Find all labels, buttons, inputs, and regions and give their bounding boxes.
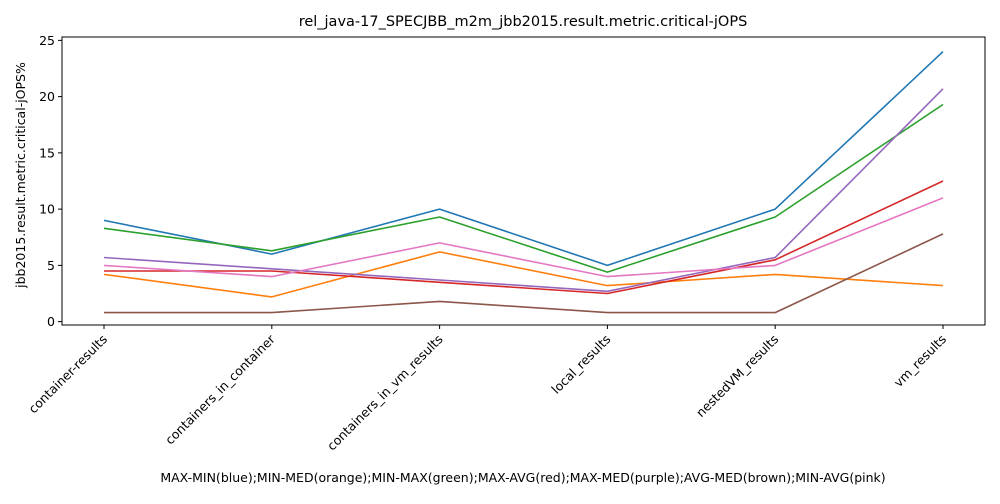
- x-tick-label: local_results: [548, 332, 613, 397]
- y-axis-label: jbb2015.result.metric.critical-jOPS%: [13, 62, 28, 289]
- series-line-0: [103, 51, 944, 267]
- x-axis-label: MAX-MIN(blue);MIN-MED(orange);MIN-MAX(gr…: [160, 470, 885, 485]
- series-line-3: [104, 180, 944, 295]
- y-ticks: 0 5 10 15 20 25: [39, 33, 62, 329]
- x-tick-label: nestedVM_results: [693, 332, 781, 420]
- x-ticks: container-results containers_in_container…: [25, 325, 949, 453]
- x-tick-label: containers_in_container: [162, 331, 278, 447]
- axes-frame: [61, 36, 986, 326]
- y-tick-label: 20: [39, 89, 55, 104]
- x-tick-label: containers_in_vm_results: [324, 332, 446, 454]
- y-tick-label: 10: [39, 202, 55, 217]
- chart-title: rel_java-17_SPECJBB_m2m_jbb2015.result.m…: [299, 14, 748, 30]
- series-layer: [103, 51, 944, 314]
- y-tick-label: 15: [39, 145, 55, 160]
- x-tick-label: container-results: [25, 332, 110, 417]
- y-tick-label: 0: [47, 314, 55, 329]
- series-line-6: [103, 197, 944, 278]
- plot-area-border: [61, 36, 986, 326]
- series-line-1: [103, 251, 944, 298]
- series-line-4: [103, 88, 944, 293]
- x-tick-label: vm_results: [891, 332, 949, 390]
- series-line-2: [103, 103, 944, 273]
- y-tick-label: 5: [47, 258, 55, 273]
- y-tick-label: 25: [39, 33, 55, 48]
- series-line-5: [104, 233, 944, 314]
